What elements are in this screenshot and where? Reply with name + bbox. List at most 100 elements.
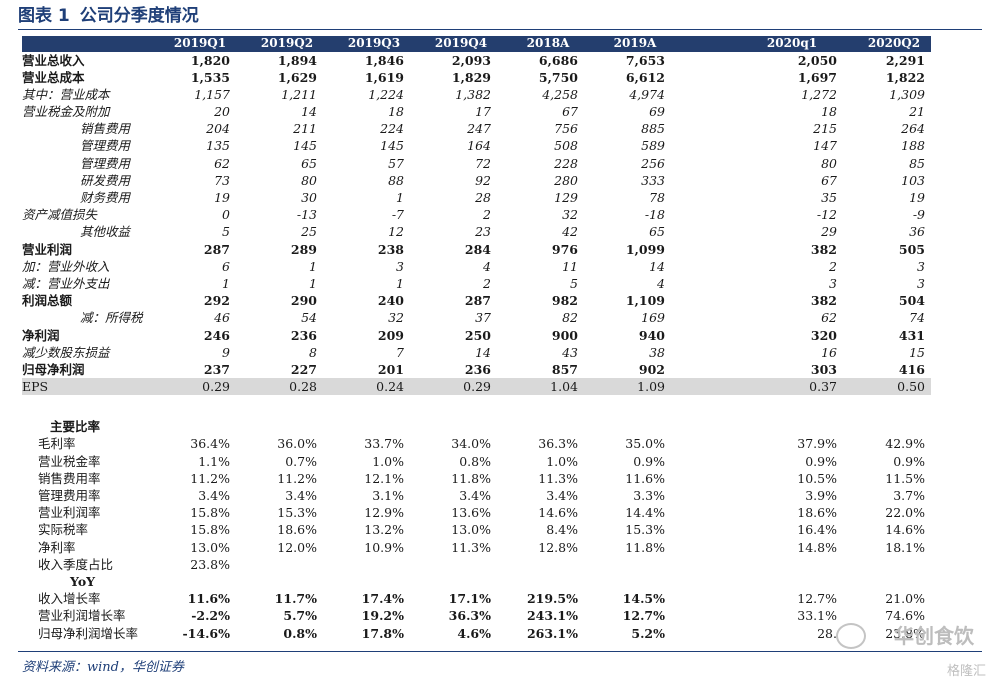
cell-value: 21.0% [885,591,925,607]
cell-value: 0.9% [805,453,837,469]
table-row: 销售费用率 11.2% 11.2% 12.1% 11.8% 11.3% 11.6% 10.5%… [22,470,931,487]
cell-value: 6,686 [538,52,578,68]
cell-value: 243.1% [526,608,578,624]
row-label: 营业总收入 [22,52,85,68]
row-label: 收入增长率 [38,591,101,607]
cell-value: 1,224 [368,86,404,102]
table-row: 管理费用 62 65 57 72 228 256 80 85 [22,155,931,172]
cell-value: 215 [813,121,837,137]
cell-value: 13.0% [190,539,230,555]
cell-value: 236 [464,361,491,377]
cell-value: 69 [649,104,665,120]
cell-value: 82 [562,310,578,326]
cell-value: 11.2% [190,470,230,486]
cell-value: 15 [909,344,925,360]
row-label: 管理费用率 [38,488,101,503]
cell-value: 14.6% [538,505,578,521]
cell-value: 188 [901,138,925,154]
cell-value: 228 [554,155,578,171]
cell-value: 74.6% [885,608,925,624]
cell-value: 36.3% [538,436,578,452]
cell-value: 19 [909,190,925,205]
cell-value: 11.3% [538,470,578,486]
table-body: 营业总收入 1,820 1,894 1,846 2,093 6,686 7,653 2,050… [22,52,931,642]
table-row: 营业利润率 15.8% 15.3% 12.9% 13.6% 14.6% 14.4% 18.6%… [22,504,931,521]
cell-value: -18 [644,207,665,223]
cell-value: 32 [388,310,404,326]
table-row: 减：营业外支出 1 1 1 2 5 4 3 3 [22,275,931,292]
cell-value: 857 [551,361,578,377]
cell-value: 7 [396,344,404,360]
row-label: 营业税金率 [38,453,101,469]
cell-value: 28 [475,190,491,205]
quarterly-table: 2019Q1 2019Q2 2019Q3 2019Q4 2018A 2019A … [22,36,931,642]
wechat-icon [836,623,866,649]
cell-value: 38 [649,344,665,360]
cell-value: 7,653 [625,52,665,68]
cell-value: 65 [301,155,317,171]
table-row: 营业税金率 1.1% 0.7% 1.0% 0.8% 1.0% 0.9% 0.9% 0.9% [22,453,931,470]
cell-value: -2.2% [191,608,230,624]
cell-value: 11.8% [451,470,491,486]
cell-value: 14.4% [625,505,665,521]
col-header: 2020q1 [766,36,818,50]
cell-value: 129 [554,190,578,205]
row-label: 净利润 [22,327,60,343]
table-row: 营业利润 287 289 238 284 976 1,099 382 505 [22,241,931,258]
cell-value: 287 [203,241,230,257]
cell-value: 1,535 [190,69,230,85]
cell-value: -9 [912,207,925,223]
cell-value: 201 [377,361,404,377]
cell-value: 36.4% [190,436,230,452]
cell-value: -13 [296,207,317,223]
cell-value: 0.29 [463,379,491,395]
cell-value: 88 [388,172,404,188]
table-row: 加：营业外收入 6 1 3 4 11 14 2 3 [22,258,931,275]
cell-value: 982 [551,293,578,309]
cell-value: 9 [222,344,230,360]
cell-value: 11.3% [451,539,491,555]
table-row: 营业利润增长率 -2.2% 5.7% 19.2% 36.3% 243.1% 12.7% 33.… [22,607,931,624]
cell-value: 1 [309,258,317,274]
ratios-title: 主要比率 [50,419,101,435]
cell-value: 1,109 [625,293,665,309]
cell-value: 30 [301,190,317,205]
cell-value: 5.7% [283,608,317,624]
row-label: 营业利润增长率 [38,608,126,624]
row-label: 净利率 [38,539,76,555]
cell-value: 37 [475,310,491,326]
cell-value: 18 [388,104,404,120]
cell-value: 35 [821,190,837,205]
cell-value: 0.50 [897,379,925,395]
cell-value: 12.7% [622,608,665,624]
cell-value: 0.9% [893,453,925,469]
cell-value: 103 [901,172,925,188]
cell-value: 17 [475,104,491,120]
cell-value: 237 [203,361,230,377]
row-label: 管理费用 [80,138,131,154]
cell-value: 18 [821,104,837,120]
cell-value: 4.6% [457,625,491,641]
cell-value: 21 [909,104,925,120]
cell-value: 1,382 [455,86,491,102]
table-row: 营业总成本 1,535 1,629 1,619 1,829 5,750 6,612 1,697… [22,69,931,86]
cell-value: 1.0% [372,453,404,469]
cell-value: 4,258 [542,86,578,102]
cell-value: 32 [562,207,578,223]
cell-value: 1.04 [550,379,578,395]
cell-value: 1,697 [797,69,837,85]
cell-value: 36 [909,224,925,240]
cell-value: 280 [554,172,578,188]
cell-value: 3.9% [805,488,837,503]
cell-value: 240 [377,293,404,309]
cell-value: 1,820 [190,52,230,68]
table-row: 实际税率 15.8% 18.6% 13.2% 13.0% 8.4% 15.3% 16.4% 14… [22,521,931,538]
cell-value: 11.5% [885,470,925,486]
cell-value: 29 [821,224,837,240]
row-label: 营业税金及附加 [22,104,110,120]
cell-value: 10.9% [364,539,404,555]
cell-value: 333 [641,172,665,188]
cell-value: 976 [551,241,578,257]
cell-value: 431 [898,327,925,343]
cell-value: 147 [813,138,837,154]
